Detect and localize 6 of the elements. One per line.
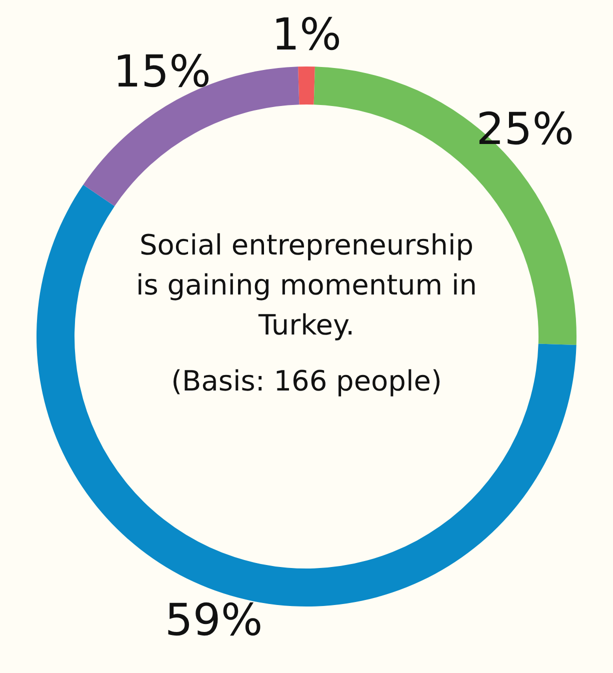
text: Social entrepreneurship is gaining momentum in Turkey. <box>136 228 478 342</box>
data-label: 25% <box>476 104 574 156</box>
text: (Basis: 166 people) <box>171 364 442 398</box>
data-label: 15% <box>113 46 211 98</box>
data-label: 1% <box>272 10 342 60</box>
data-label: 59% <box>164 594 263 646</box>
